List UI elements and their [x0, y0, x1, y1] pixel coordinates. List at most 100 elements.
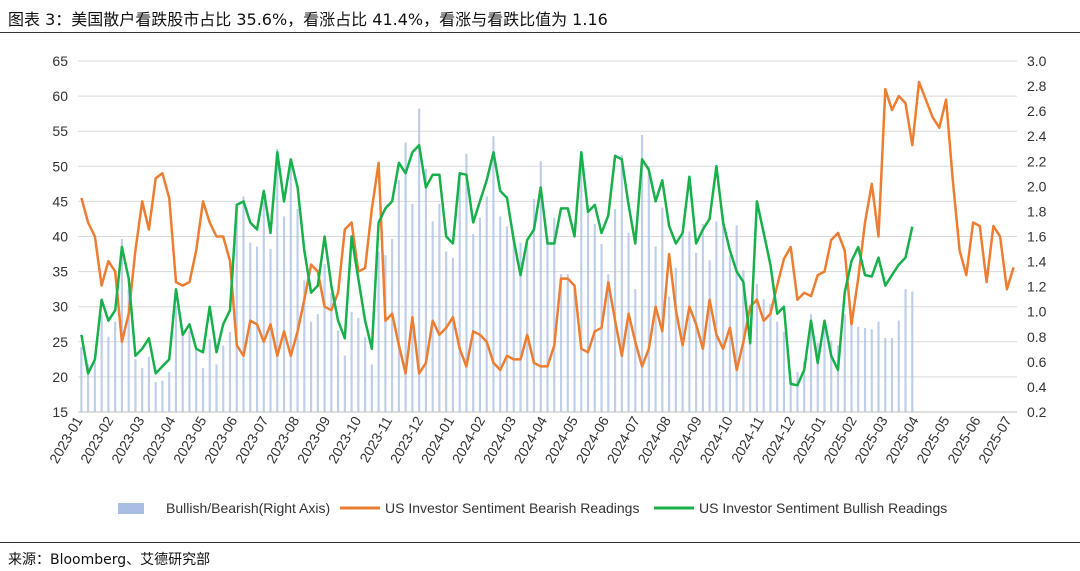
ratio-bar: [722, 213, 725, 412]
ratio-bar: [337, 330, 340, 412]
ratio-bar: [282, 216, 286, 412]
ratio-bar: [154, 381, 157, 412]
ratio-bar: [877, 321, 880, 412]
ratio-bar: [809, 314, 813, 412]
ratio-bar: [640, 134, 644, 412]
ratio-bar: [174, 305, 178, 412]
ratio-bar: [107, 336, 110, 412]
ratio-bar: [465, 153, 468, 412]
ratio-bar: [620, 155, 623, 412]
left-axis-tick-label: 20: [52, 369, 68, 385]
ratio-bar: [242, 196, 245, 412]
ratio-bar: [208, 339, 211, 412]
source-note: 来源：Bloomberg、艾德研究部: [8, 552, 211, 568]
ratio-bar: [478, 217, 482, 412]
chart-title: 图表 3：美国散户看跌股市占比 35.6%，看涨占比 41.4%，看涨与看跌比值…: [8, 10, 608, 29]
ratio-bar: [114, 321, 117, 412]
ratio-bar: [863, 328, 867, 412]
ratio-bar: [343, 355, 346, 412]
ratio-bar: [668, 296, 671, 412]
ratio-bar: [411, 203, 414, 412]
ratio-bar: [87, 364, 90, 412]
ratio-bar: [566, 274, 569, 412]
ratio-bar: [418, 108, 421, 412]
ratio-bar: [573, 284, 576, 412]
ratio-bar: [735, 225, 738, 412]
sentiment-chart: 15 20 25 30 35 40 45 50 55 60 65 0.2 0.4 0.6 0.8 1.0 1.2…: [46, 53, 1047, 516]
ratio-bar: [803, 361, 806, 412]
ratio-bar: [776, 321, 779, 412]
ratio-bar: [701, 223, 704, 412]
ratio-bar: [93, 361, 96, 412]
ratio-bar: [634, 289, 637, 412]
ratio-bar: [228, 331, 232, 412]
ratio-bar: [445, 251, 448, 412]
ratio-bar: [323, 264, 326, 412]
left-axis-tick-label: 60: [52, 88, 68, 104]
ratio-bar: [904, 289, 907, 412]
right-axis-tick-label: 0.2: [1027, 404, 1047, 420]
ratio-bar: [911, 291, 914, 412]
ratio-bar: [512, 236, 515, 412]
ratio-bar: [458, 178, 461, 412]
ratio-bar: [836, 345, 840, 412]
ratio-bar: [607, 274, 610, 412]
ratio-bar: [830, 340, 833, 412]
ratio-bar: [816, 343, 819, 412]
legend-bullish-label: US Investor Sentiment Bullish Readings: [699, 500, 947, 516]
ratio-bar: [674, 267, 677, 412]
ratio-bar: [850, 310, 853, 412]
right-axis-tick-label: 2.8: [1027, 78, 1047, 94]
right-axis-tick-label: 2.2: [1027, 153, 1047, 169]
title-divider: [0, 32, 1080, 33]
left-axis-tick-label: 50: [52, 158, 68, 174]
ratio-bar: [613, 208, 617, 412]
right-axis-tick-label: 1.4: [1027, 254, 1047, 270]
left-axis-tick-label: 15: [52, 404, 68, 420]
ratio-bar: [627, 232, 630, 412]
left-axis-tick-label: 25: [52, 334, 68, 350]
ratio-bar: [485, 196, 488, 412]
ratio-bar: [424, 168, 427, 412]
ratio-bar: [100, 314, 103, 412]
left-axis-tick-label: 35: [52, 264, 68, 280]
right-axis-tick-label: 2.6: [1027, 103, 1047, 119]
ratio-bar: [843, 314, 846, 412]
ratio-bar: [438, 203, 441, 412]
ratio-bars: [80, 108, 914, 412]
ratio-bar: [553, 217, 556, 412]
legend-ratio-swatch: [118, 503, 144, 514]
ratio-bar: [762, 299, 765, 412]
right-axis-tick-label: 0.4: [1027, 379, 1047, 395]
ratio-bar: [647, 166, 650, 412]
ratio-bar: [364, 336, 367, 412]
legend: Bullish/Bearish(Right Axis) US Investor …: [118, 500, 947, 516]
ratio-bar: [755, 284, 758, 412]
ratio-bar: [262, 201, 265, 412]
right-axis-tick-label: 3.0: [1027, 53, 1047, 69]
right-axis-tick-label: 1.2: [1027, 279, 1047, 295]
ratio-bar: [492, 136, 495, 412]
ratio-bar: [823, 322, 826, 412]
legend-ratio-label: Bullish/Bearish(Right Axis): [166, 500, 330, 516]
ratio-bar: [559, 274, 563, 412]
title-bar: 图表 3：美国散户看跌股市占比 35.6%，看涨占比 41.4%，看涨与看跌比值…: [0, 0, 1080, 32]
ratio-bar: [370, 364, 373, 412]
left-axis-tick-label: 65: [52, 53, 68, 69]
ratio-bar: [661, 207, 664, 412]
ratio-bar: [309, 321, 313, 412]
ratio-bar: [276, 148, 279, 412]
ratio-bar: [120, 239, 123, 412]
sentiment-lines: [80, 80, 1015, 387]
ratio-bar: [708, 260, 711, 412]
ratio-bar: [303, 280, 306, 412]
ratio-bar: [188, 330, 191, 412]
ratio-bar: [134, 359, 137, 412]
legend-bearish-label: US Investor Sentiment Bearish Readings: [385, 500, 639, 516]
ratio-bar: [161, 380, 164, 412]
ratio-bar: [519, 242, 522, 412]
ratio-bar: [269, 249, 272, 412]
ratio-bar: [384, 255, 387, 412]
ratio-bar: [296, 208, 299, 412]
ratio-bar: [749, 333, 752, 412]
